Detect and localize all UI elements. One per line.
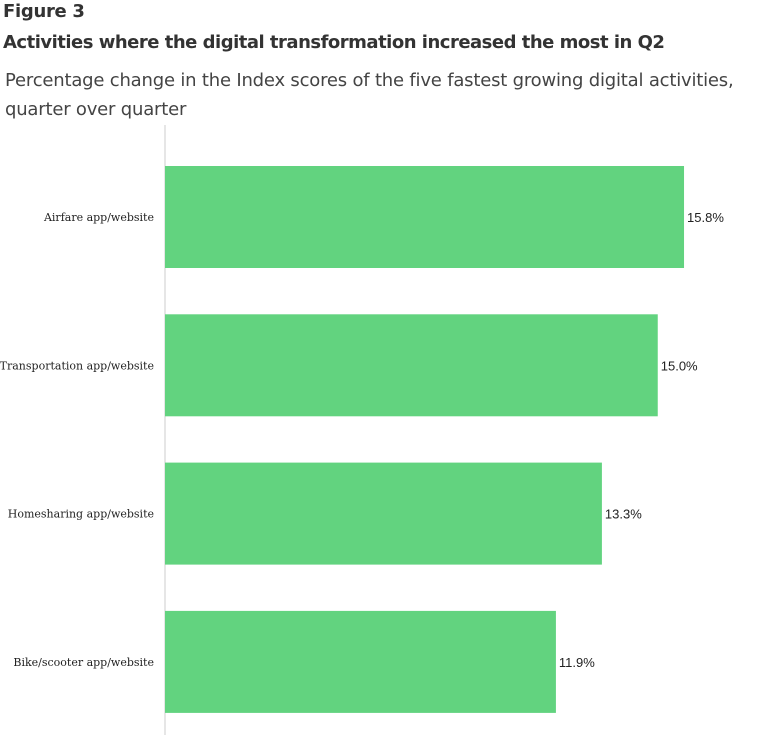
bar-chart: Airfare app/website 15.8% Transportation a… <box>0 125 724 735</box>
category-label-homesharing-app-website: Homesharing app/website <box>8 508 154 521</box>
category-label-airfare-app-website: Airfare app/website <box>43 211 154 224</box>
category-label-bike-scooter-app-website: Bike/scooter app/website <box>13 656 154 669</box>
value-label-bike-scooter-app-website: 11.9% <box>559 655 595 670</box>
bar-homesharing-app-website <box>165 462 602 565</box>
bar-bike-scooter-app-website <box>165 610 556 713</box>
value-label-transportation-app-website: 15.0% <box>661 358 698 373</box>
chart-subtitle: Percentage change in the Index scores of… <box>5 70 734 120</box>
category-label-transportation-app-website: Transportation app/website <box>0 359 154 372</box>
figure-label: Figure 3 <box>3 1 85 22</box>
value-label-homesharing-app-website: 13.3% <box>605 507 642 522</box>
value-label-airfare-app-website: 15.8% <box>687 210 724 225</box>
bar-airfare-app-website <box>165 166 685 268</box>
bar-transportation-app-website <box>165 314 658 417</box>
chart-title: Activities where the digital transformat… <box>3 32 665 53</box>
